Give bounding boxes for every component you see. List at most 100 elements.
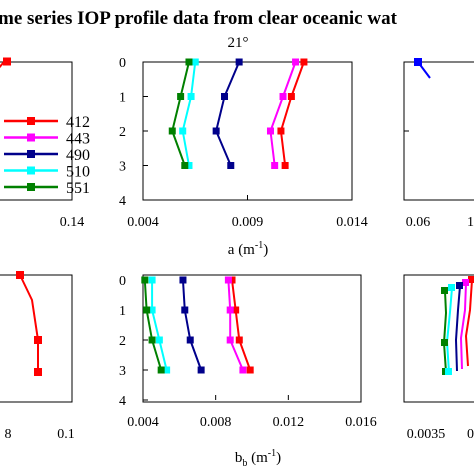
data-point-bottom-right-551 xyxy=(441,287,448,294)
data-point-top-middle-490-2 xyxy=(212,127,220,135)
data-point-bottom-middle-412-1 xyxy=(232,306,240,314)
data-point-top-middle-551-1 xyxy=(177,93,185,100)
x-axis-label-top-middle: a (m-1) xyxy=(228,240,268,258)
legend-label-412: 412 xyxy=(66,114,90,131)
data-point-bottom-middle-551-3 xyxy=(157,366,165,374)
series-line-bottom-right-490 xyxy=(454,285,461,372)
plot-frame-bottom-middle xyxy=(142,274,362,403)
x-tick-label-bottom-right-0: 0.0035 xyxy=(407,427,446,442)
data-point-top-middle-490-0 xyxy=(235,58,243,66)
data-point-bottom-middle-490-3 xyxy=(197,366,205,374)
data-point-bottom-middle-412-0 xyxy=(228,276,236,284)
data-point-bottom-middle-412-3 xyxy=(246,366,254,374)
data-point-top-middle-551-0 xyxy=(185,58,193,66)
series-line-bottom-middle-490 xyxy=(181,279,203,371)
data-point-bottom-middle-443-0 xyxy=(224,276,232,284)
series-line-bottom-left-412 xyxy=(19,274,39,372)
legend-marker-412 xyxy=(27,117,35,125)
x-tick-label-top-middle-0: 0.004 xyxy=(127,215,159,230)
panel-bottom-middle: 0 1 2 3 40.004 0.008 0.012 0.016 bb (m-1) xyxy=(119,274,377,469)
data-point-bottom-middle-443-1 xyxy=(226,306,234,314)
legend-marker-443 xyxy=(27,133,35,142)
series-line-bottom-middle-510 xyxy=(151,280,168,371)
data-point-bottom-middle-490-2 xyxy=(186,336,194,344)
data-point-bottom-right-510-b xyxy=(445,368,452,375)
data-point-bottom-middle-510-1 xyxy=(148,306,156,314)
x-tick-label-top-middle-1: 0.009 xyxy=(232,215,264,230)
series-line-top-middle-443 xyxy=(269,61,297,166)
x-axis-label-top-middle-end: ) xyxy=(263,242,268,258)
data-point-bottom-middle-510-0 xyxy=(148,276,156,284)
data-point-top-middle-443-2 xyxy=(266,127,274,135)
series-line-top-middle-490 xyxy=(215,61,241,166)
y-tick-label-top-middle-1: 1 xyxy=(119,91,126,106)
series-line-top-left-412 xyxy=(0,61,5,69)
legend-label-490: 490 xyxy=(66,147,90,164)
x-axis-label-bottom-middle-mid: (m xyxy=(247,450,268,466)
y-tick-label-bottom-middle-3: 3 xyxy=(119,364,126,379)
series-line-top-middle-551 xyxy=(171,61,190,166)
x-tick-label-top-left: 0.14 xyxy=(60,215,85,230)
x-axis-label-top-middle-sup: -1 xyxy=(255,240,263,251)
figure-title: me series IOP profile data from clear oc… xyxy=(0,8,398,29)
panel-top-left: 0.14 xyxy=(0,57,85,230)
data-point-bottom-middle-551-1 xyxy=(143,306,151,314)
legend-label-443: 443 xyxy=(66,131,90,148)
data-point-top-middle-551-2 xyxy=(168,127,176,135)
data-point-top-middle-412-2 xyxy=(277,127,285,135)
panel-bottom-left: 8 0.1 xyxy=(0,271,75,442)
y-tick-label-bottom-middle-2: 2 xyxy=(119,334,126,349)
series-line-bottom-middle-412 xyxy=(231,279,252,371)
data-point-bottom-right-551-b xyxy=(441,339,448,346)
data-point-bottom-middle-443-2 xyxy=(226,336,234,344)
plot-frame-top-right xyxy=(403,61,474,201)
data-point-top-middle-510-0 xyxy=(191,58,199,66)
x-axis-label-bottom-middle-sup: -1 xyxy=(268,448,276,459)
data-point-top-left-412 xyxy=(3,57,11,66)
x-tick-label-top-right-0: 0.06 xyxy=(406,215,431,230)
y-tick-label-bottom-middle-1: 1 xyxy=(119,304,126,319)
x-tick-label-top-right-1: 1 xyxy=(467,215,474,230)
data-point-bottom-middle-412-2 xyxy=(235,336,243,344)
series-line-top-middle-510 xyxy=(181,61,197,166)
data-point-bottom-right-443 xyxy=(462,279,469,286)
data-point-top-right xyxy=(414,58,422,66)
y-tick-label-top-middle-4: 4 xyxy=(119,194,126,209)
data-point-top-middle-412-3 xyxy=(281,162,289,169)
legend-label-551: 551 xyxy=(66,180,90,197)
x-axis-label-bottom-middle: bb (m-1) xyxy=(235,448,281,469)
x-tick-label-top-middle-2: 0.014 xyxy=(336,215,368,230)
panel-top-middle: 21° 0 1 2 3 40.004 0.009 0.014 a (m-1) xyxy=(119,35,368,258)
data-point-top-middle-510-1 xyxy=(187,93,195,100)
data-point-top-middle-510-2 xyxy=(179,127,187,135)
data-point-top-middle-490-1 xyxy=(221,93,229,100)
x-axis-label-bottom-middle-end: ) xyxy=(276,450,281,466)
data-point-bottom-middle-510-3 xyxy=(163,366,171,374)
data-point-bottom-middle-551-0 xyxy=(141,276,149,284)
series-line-bottom-right-510 xyxy=(445,287,453,373)
x-tick-label-bottom-middle-3: 0.016 xyxy=(345,415,377,430)
series-line-top-middle-412 xyxy=(279,61,305,166)
x-tick-label-bottom-middle-0: 0.004 xyxy=(127,415,159,430)
y-tick-label-top-middle-3: 3 xyxy=(119,160,126,175)
data-point-top-middle-443-1 xyxy=(279,93,287,100)
y-tick-label-bottom-middle-0: 0 xyxy=(119,274,126,289)
legend-label-510: 510 xyxy=(66,164,90,181)
panel-bottom-right: 0.0035 0 xyxy=(403,274,474,442)
data-point-top-middle-551-3 xyxy=(181,162,189,169)
data-point-bottom-left-1 xyxy=(34,336,42,344)
plot-frame-bottom-right xyxy=(403,274,474,403)
data-point-top-middle-412-1 xyxy=(287,93,295,100)
x-tick-label-bottom-middle-1: 0.008 xyxy=(200,415,232,430)
data-point-bottom-right-490 xyxy=(456,282,463,289)
data-point-bottom-left-2 xyxy=(34,368,42,376)
x-tick-label-bottom-left-1: 0.1 xyxy=(57,427,75,442)
series-line-bottom-right-551 xyxy=(442,290,448,373)
y-tick-label-bottom-middle-4: 4 xyxy=(119,394,126,409)
series-line-bottom-right-443 xyxy=(459,282,467,370)
data-point-bottom-right-510 xyxy=(448,284,455,291)
plot-frame-bottom-left xyxy=(0,274,73,403)
x-axis-label-bottom-middle-sub: b xyxy=(242,458,247,469)
legend-marker-551 xyxy=(27,183,35,191)
